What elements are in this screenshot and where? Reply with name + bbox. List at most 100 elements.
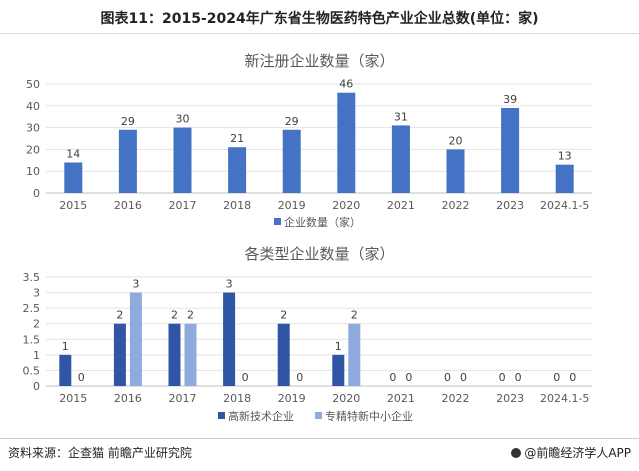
chart1-data-label: 46 <box>339 78 353 91</box>
chart2-data-label: 1 <box>335 340 342 353</box>
chart2-x-tick-label: 2020 <box>332 392 360 405</box>
chart2-x-tick-label: 2018 <box>223 392 251 405</box>
chart2-x-tick-label: 2016 <box>114 392 142 405</box>
chart2-data-label: 0 <box>78 371 85 384</box>
chart1-x-tick-label: 2018 <box>223 199 251 212</box>
chart1-data-label: 20 <box>449 134 463 147</box>
chart2-y-tick-label: 1 <box>33 349 40 362</box>
chart2-data-label: 0 <box>389 371 396 384</box>
chart1-x-tick-label: 2024.1-5 <box>540 199 589 212</box>
chart2-bar <box>113 323 126 386</box>
chart1-y-tick-label: 10 <box>26 165 40 178</box>
chart2-data-label: 2 <box>116 309 123 322</box>
footer-brand-text: @前瞻经济学人APP <box>524 446 631 460</box>
footer-source: 资料来源：企查猫 前瞻产业研究院 <box>8 446 192 460</box>
chart1-title: 新注册企业数量（家） <box>244 52 395 70</box>
chart1-data-label: 30 <box>176 113 190 126</box>
chart2-data-label: 2 <box>351 309 358 322</box>
chart2-data-label: 0 <box>296 371 303 384</box>
chart1-legend-label: 企业数量（家） <box>284 215 361 229</box>
chart1-x-tick-label: 2020 <box>332 199 360 212</box>
footer-divider <box>0 438 639 439</box>
chart2-bar <box>184 323 197 386</box>
title-divider <box>0 33 639 34</box>
chart1-bar <box>173 127 192 193</box>
chart2-y-tick-label: 3 <box>33 287 40 300</box>
chart1-x-tick-label: 2015 <box>59 199 87 212</box>
chart2-bar <box>129 292 142 386</box>
chart2-x-tick-label: 2023 <box>496 392 524 405</box>
chart2-x-tick-label: 2019 <box>278 392 306 405</box>
chart2-x-tick-label: 2022 <box>442 392 470 405</box>
chart2-bar <box>348 323 361 386</box>
chart2-legend-label: 专精特新中小企业 <box>325 409 413 423</box>
chart1-data-label: 31 <box>394 110 408 123</box>
chart2-legend-swatch <box>218 412 225 419</box>
chart2-title: 各类型企业数量（家） <box>244 245 395 263</box>
chart2-x-tick-label: 2017 <box>169 392 197 405</box>
chart2-y-tick-label: 1.5 <box>23 333 41 346</box>
chart2-data-label: 2 <box>171 309 178 322</box>
chart2-y-tick-label: 2 <box>33 318 40 331</box>
chart1-x-tick-label: 2021 <box>387 199 415 212</box>
chart1-x-tick-label: 2022 <box>442 199 470 212</box>
chart2-bar <box>168 323 181 386</box>
figure-title: 图表11：2015-2024年广东省生物医药特色产业企业总数(单位：家) <box>100 11 539 27</box>
chart1-bar <box>228 147 247 193</box>
chart1-y-tick-label: 30 <box>26 122 40 135</box>
chart1-data-label: 13 <box>558 150 572 163</box>
chart2-data-label: 2 <box>187 309 194 322</box>
chart1-bar <box>501 107 520 193</box>
chart1-y-tick-label: 50 <box>26 78 40 91</box>
chart1-data-label: 14 <box>66 147 80 160</box>
chart2-legend-swatch <box>315 412 322 419</box>
brand-logo-icon <box>511 448 522 458</box>
chart2-legend-label: 高新技术企业 <box>228 409 294 423</box>
chart2-x-tick-label: 2021 <box>387 392 415 405</box>
chart2-data-label: 1 <box>62 340 69 353</box>
chart2-data-label: 3 <box>132 278 139 291</box>
chart2-data-label: 3 <box>226 278 233 291</box>
chart1-bar <box>446 149 465 193</box>
chart1-bar <box>391 125 410 193</box>
chart2-x-tick-label: 2024.1-5 <box>540 392 589 405</box>
chart2-y-tick-label: 0.5 <box>23 364 41 377</box>
chart2-y-tick-label: 0 <box>33 380 40 393</box>
chart1-x-tick-label: 2019 <box>278 199 306 212</box>
chart2-y-tick-label: 2.5 <box>23 302 41 315</box>
chart2-bar <box>332 354 345 386</box>
footer-brand: @前瞻经济学人APP <box>511 444 631 461</box>
chart1-bar <box>555 164 574 193</box>
chart1-x-tick-label: 2016 <box>114 199 142 212</box>
chart1-data-label: 29 <box>285 115 299 128</box>
chart1-y-tick-label: 20 <box>26 143 40 156</box>
chart1-bar <box>64 162 83 193</box>
chart1-data-label: 21 <box>230 132 244 145</box>
chart1-data-label: 29 <box>121 115 135 128</box>
chart2-y-tick-label: 3.5 <box>23 271 41 284</box>
chart1-x-tick-label: 2017 <box>169 199 197 212</box>
chart1-bar <box>337 92 356 193</box>
chart2-data-label: 0 <box>460 371 467 384</box>
chart2-data-label: 0 <box>553 371 560 384</box>
chart2-data-label: 0 <box>515 371 522 384</box>
chart1-y-tick-label: 40 <box>26 100 40 113</box>
chart2-data-label: 2 <box>280 309 287 322</box>
chart2-data-label: 0 <box>444 371 451 384</box>
chart2-data-label: 0 <box>405 371 412 384</box>
chart2-data-label: 0 <box>242 371 249 384</box>
chart2-data-label: 0 <box>499 371 506 384</box>
chart2-data-label: 0 <box>569 371 576 384</box>
chart2-bar <box>223 292 236 386</box>
chart2-bar <box>59 354 72 386</box>
chart1-bar <box>282 129 301 193</box>
chart1-legend-swatch <box>274 218 281 225</box>
chart1-bar <box>118 129 137 193</box>
chart1-y-tick-label: 0 <box>33 187 40 200</box>
chart2-bar <box>277 323 290 386</box>
chart1-data-label: 39 <box>503 93 517 106</box>
chart2-x-tick-label: 2015 <box>59 392 87 405</box>
chart1-x-tick-label: 2023 <box>496 199 524 212</box>
